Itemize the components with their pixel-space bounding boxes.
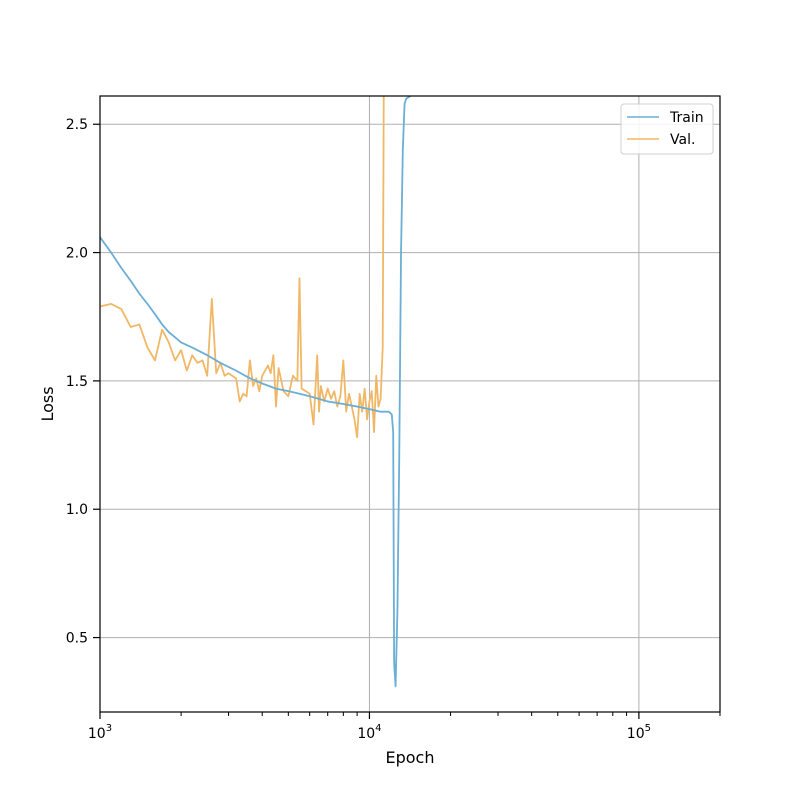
x-tick-label: 105	[627, 723, 651, 742]
x-axis-label: Epoch	[386, 748, 435, 767]
x-tick-label: 104	[357, 723, 381, 742]
legend-label-val: Val.	[670, 132, 695, 148]
y-tick-label: 0.5	[66, 631, 88, 647]
y-axis-ticks: 0.5 1.0 1.5 2.0 2.5	[66, 117, 100, 647]
x-tick-label: 103	[88, 723, 112, 742]
series-line-train	[100, 96, 411, 688]
y-tick-label: 2.5	[66, 117, 88, 133]
series-line-val	[100, 96, 385, 439]
x-tick-exponent: 3	[106, 723, 112, 734]
y-tick-label: 1.0	[66, 502, 88, 518]
plot-frame	[99, 95, 721, 713]
x-tick-exponent: 5	[645, 723, 651, 734]
series-lines	[100, 96, 411, 688]
legend: Train Val.	[620, 103, 714, 155]
x-tick-base: 10	[627, 726, 645, 742]
x-tick-exponent: 4	[375, 723, 381, 734]
legend-label-train: Train	[669, 110, 704, 126]
x-axis-ticks: 103 104 105	[88, 712, 721, 742]
y-axis-label: Loss	[38, 386, 57, 421]
x-tick-base: 10	[88, 726, 106, 742]
y-tick-label: 1.5	[66, 374, 88, 390]
x-tick-base: 10	[357, 726, 375, 742]
grid	[99, 96, 720, 712]
y-tick-label: 2.0	[66, 246, 88, 262]
